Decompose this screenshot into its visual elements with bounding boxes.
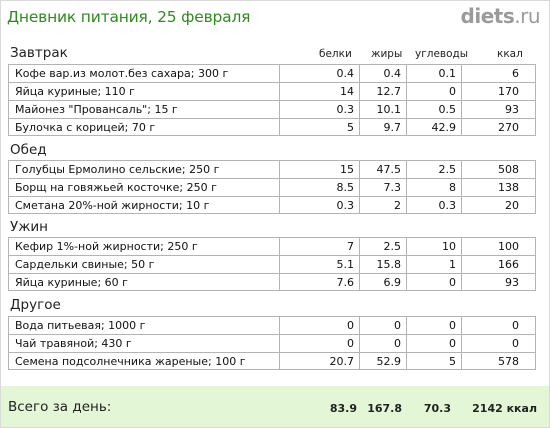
- section-title-other: Другое: [10, 297, 61, 313]
- column-header-carbs: углеводы: [415, 48, 469, 60]
- food-name: Яйца куриные; 60 г: [8, 274, 279, 291]
- kcal-value: 0: [461, 335, 536, 352]
- food-name: Яйца куриные; 110 г: [8, 83, 279, 100]
- column-header-fat: жиры: [371, 48, 403, 60]
- carbs-value: 5: [406, 353, 461, 370]
- carbs-value: 0: [406, 317, 461, 334]
- food-name: Борщ на говяжьей косточке; 250 г: [8, 179, 279, 196]
- carbs-value: 42.9: [406, 119, 461, 136]
- food-name: Чай травяной; 430 г: [8, 335, 279, 352]
- total-protein: 83.9: [329, 402, 357, 415]
- total-kcal: 2142 ккал: [472, 402, 537, 415]
- kcal-value: 170: [461, 83, 536, 100]
- protein-value: 5.1: [279, 256, 359, 273]
- kcal-value: 93: [461, 101, 536, 118]
- table-row: Голубцы Ермолино сельские; 250 г 15 47.5…: [8, 160, 536, 178]
- fat-value: 0: [359, 335, 406, 352]
- food-name: Семена подсолнечника жареные; 100 г: [8, 353, 279, 370]
- table-row: Майонез "Провансаль"; 15 г 0.3 10.1 0.5 …: [8, 100, 536, 118]
- fat-value: 9.7: [359, 119, 406, 136]
- protein-value: 0: [279, 335, 359, 352]
- food-name: Кефир 1%-ной жирности; 250 г: [8, 238, 279, 255]
- kcal-value: 100: [461, 238, 536, 255]
- logo-name: diets: [460, 4, 515, 28]
- carbs-value: 1: [406, 256, 461, 273]
- column-header-protein: белки: [319, 48, 352, 60]
- totals-label: Всего за день:: [8, 399, 112, 415]
- protein-value: 0.4: [279, 65, 359, 82]
- table-row: Кефир 1%-ной жирности; 250 г 7 2.5 10 10…: [8, 237, 536, 255]
- section-title-dinner: Ужин: [10, 219, 48, 235]
- food-name: Булочка с корицей; 70 г: [8, 119, 279, 136]
- protein-value: 0: [279, 317, 359, 334]
- food-name: Сардельки свиные; 50 г: [8, 256, 279, 273]
- food-name: Сметана 20%-ной жирности; 10 г: [8, 197, 279, 214]
- food-name: Голубцы Ермолино сельские; 250 г: [8, 161, 279, 178]
- table-row: Борщ на говяжьей косточке; 250 г 8.5 7.3…: [8, 178, 536, 196]
- table-row: Семена подсолнечника жареные; 100 г 20.7…: [8, 352, 536, 370]
- protein-value: 0.3: [279, 101, 359, 118]
- protein-value: 7.6: [279, 274, 359, 291]
- protein-value: 14: [279, 83, 359, 100]
- carbs-value: 8: [406, 179, 461, 196]
- protein-value: 8.5: [279, 179, 359, 196]
- logo-domain: .ru: [514, 4, 540, 28]
- protein-value: 15: [279, 161, 359, 178]
- fat-value: 15.8: [359, 256, 406, 273]
- kcal-value: 578: [461, 353, 536, 370]
- fat-value: 2: [359, 197, 406, 214]
- carbs-value: 0: [406, 83, 461, 100]
- table-row: Булочка с корицей; 70 г 5 9.7 42.9 270: [8, 118, 536, 136]
- daily-totals-bar: Всего за день: 83.9 167.8 70.3 2142 ккал: [1, 386, 549, 427]
- carbs-value: 2.5: [406, 161, 461, 178]
- fat-value: 0: [359, 317, 406, 334]
- carbs-value: 0: [406, 274, 461, 291]
- table-row: Яйца куриные; 110 г 14 12.7 0 170: [8, 82, 536, 100]
- protein-value: 0.3: [279, 197, 359, 214]
- fat-value: 7.3: [359, 179, 406, 196]
- protein-value: 7: [279, 238, 359, 255]
- table-row: Яйца куриные; 60 г 7.6 6.9 0 93: [8, 273, 536, 291]
- kcal-value: 270: [461, 119, 536, 136]
- column-header-kcal: ккал: [497, 48, 523, 60]
- carbs-value: 0.1: [406, 65, 461, 82]
- carbs-value: 0.3: [406, 197, 461, 214]
- kcal-value: 138: [461, 179, 536, 196]
- food-name: Кофе вар.из молот.без сахара; 300 г: [8, 65, 279, 82]
- kcal-value: 93: [461, 274, 536, 291]
- section-title-breakfast: Завтрак: [10, 45, 68, 61]
- fat-value: 6.9: [359, 274, 406, 291]
- fat-value: 52.9: [359, 353, 406, 370]
- total-fat: 167.8: [367, 402, 402, 415]
- kcal-value: 20: [461, 197, 536, 214]
- fat-value: 47.5: [359, 161, 406, 178]
- page-title: Дневник питания, 25 февраля: [7, 8, 251, 26]
- page-header: Дневник питания, 25 февраля diets.ru: [0, 0, 550, 34]
- table-row: Чай травяной; 430 г 0 0 0 0: [8, 334, 536, 352]
- carbs-value: 10: [406, 238, 461, 255]
- fat-value: 2.5: [359, 238, 406, 255]
- kcal-value: 6: [461, 65, 536, 82]
- table-row: Сардельки свиные; 50 г 5.1 15.8 1 166: [8, 255, 536, 273]
- carbs-value: 0.5: [406, 101, 461, 118]
- section-title-lunch: Обед: [10, 142, 47, 158]
- protein-value: 5: [279, 119, 359, 136]
- table-row: Кофе вар.из молот.без сахара; 300 г 0.4 …: [8, 64, 536, 82]
- food-name: Майонез "Провансаль"; 15 г: [8, 101, 279, 118]
- fat-value: 10.1: [359, 101, 406, 118]
- fat-value: 0.4: [359, 65, 406, 82]
- site-logo[interactable]: diets.ru: [460, 4, 541, 28]
- total-carbs: 70.3: [423, 402, 451, 415]
- kcal-value: 0: [461, 317, 536, 334]
- protein-value: 20.7: [279, 353, 359, 370]
- carbs-value: 0: [406, 335, 461, 352]
- kcal-value: 166: [461, 256, 536, 273]
- fat-value: 12.7: [359, 83, 406, 100]
- kcal-value: 508: [461, 161, 536, 178]
- table-row: Сметана 20%-ной жирности; 10 г 0.3 2 0.3…: [8, 196, 536, 214]
- table-row: Вода питьевая; 1000 г 0 0 0 0: [8, 316, 536, 334]
- food-name: Вода питьевая; 1000 г: [8, 317, 279, 334]
